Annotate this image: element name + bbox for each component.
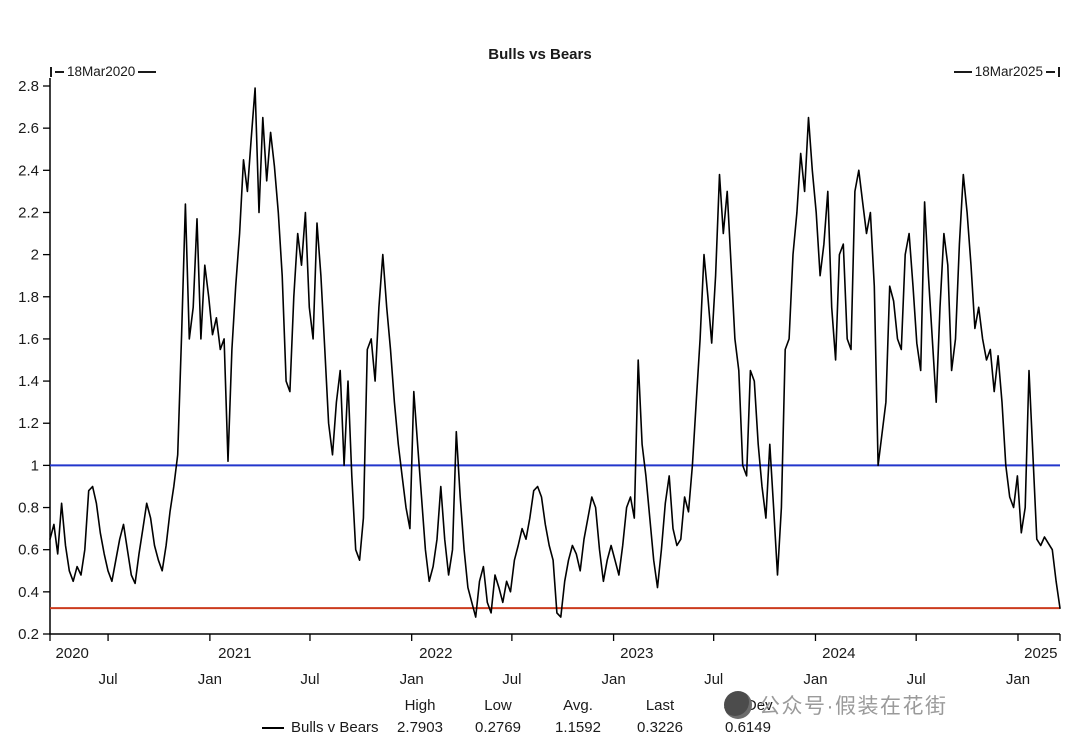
y-tick-label: 1.6 xyxy=(18,331,39,348)
x-month-label: Jul xyxy=(502,671,521,688)
stat-header-low: Low xyxy=(484,697,512,714)
start-date-dash-right xyxy=(138,70,157,73)
x-month-label: Jul xyxy=(704,671,723,688)
x-month-label: Jan xyxy=(198,671,222,688)
series-legend-label: Bulls v Bears xyxy=(291,719,379,736)
y-tick-label: 0.8 xyxy=(18,500,39,517)
stat-value-high: 2.7903 xyxy=(397,719,443,736)
x-year-label: 2020 xyxy=(56,645,89,662)
y-tick-label: 1.2 xyxy=(18,415,39,432)
x-year-label: 2024 xyxy=(822,645,855,662)
watermark: 公众号·假装在花街 xyxy=(724,690,948,720)
x-month-label: Jan xyxy=(400,671,424,688)
x-year-label: 2023 xyxy=(620,645,653,662)
series-line-sample xyxy=(262,726,284,729)
end-date-tick xyxy=(1058,66,1060,77)
end-date-label: 18Mar2025 xyxy=(974,64,1043,79)
watermark-logo-icon xyxy=(724,691,752,719)
y-tick-label: 1.4 xyxy=(18,373,39,390)
x-month-label: Jan xyxy=(601,671,625,688)
y-tick-label: 2.4 xyxy=(18,162,39,179)
chart-title: Bulls vs Bears xyxy=(488,46,592,63)
stat-value-low: 0.2769 xyxy=(475,719,521,736)
y-tick-label: 2 xyxy=(31,247,39,264)
y-tick-label: 2.2 xyxy=(18,204,39,221)
stat-value-last: 0.3226 xyxy=(637,719,683,736)
y-tick-label: 0.4 xyxy=(18,584,39,601)
stats-value-row: Bulls v Bears 2.7903 0.2769 1.1592 0.322… xyxy=(0,719,1080,737)
stat-header-high: High xyxy=(404,697,436,714)
bulls-bears-line-chart: 2.8 2.6 2.4 2.2 2 1.8 1.6 1.4 1.2 1 0.8 0.6 0.4 0.2 Ju… xyxy=(18,78,1061,688)
x-year-label: 2021 xyxy=(218,645,251,662)
y-tick-label: 0.2 xyxy=(18,626,39,643)
start-date-annotation: 18Mar2020 xyxy=(50,64,159,79)
x-month-label: Jul xyxy=(98,671,117,688)
x-year-label: 2022 xyxy=(419,645,452,662)
series-line xyxy=(49,87,1061,618)
y-tick-label: 1.8 xyxy=(18,289,39,306)
start-date-tick xyxy=(50,66,52,77)
y-tick-label: 2.8 xyxy=(18,78,39,95)
stat-header-last: Last xyxy=(645,697,675,714)
end-date-annotation: 18Mar2025 xyxy=(951,64,1060,79)
stat-header-avg: Avg. xyxy=(563,697,593,714)
y-tick-label: 2.6 xyxy=(18,120,39,137)
x-month-label: Jan xyxy=(803,671,827,688)
x-year-label: 2025 xyxy=(1024,645,1057,662)
x-month-label: Jul xyxy=(300,671,319,688)
watermark-text: 公众号·假装在花街 xyxy=(759,695,948,718)
y-tick-label: 0.6 xyxy=(18,542,39,559)
x-month-label: Jan xyxy=(1006,671,1030,688)
end-date-dash xyxy=(1046,70,1055,73)
start-date-label: 18Mar2020 xyxy=(67,64,136,79)
series-legend: Bulls v Bears xyxy=(262,719,379,736)
stat-value-avg: 1.1592 xyxy=(555,719,601,736)
end-date-dash-left xyxy=(953,70,972,73)
y-tick-label: 1 xyxy=(31,457,39,474)
stat-value-stddev: 0.6149 xyxy=(725,719,771,736)
x-month-label: Jul xyxy=(907,671,926,688)
start-date-dash xyxy=(55,70,64,73)
